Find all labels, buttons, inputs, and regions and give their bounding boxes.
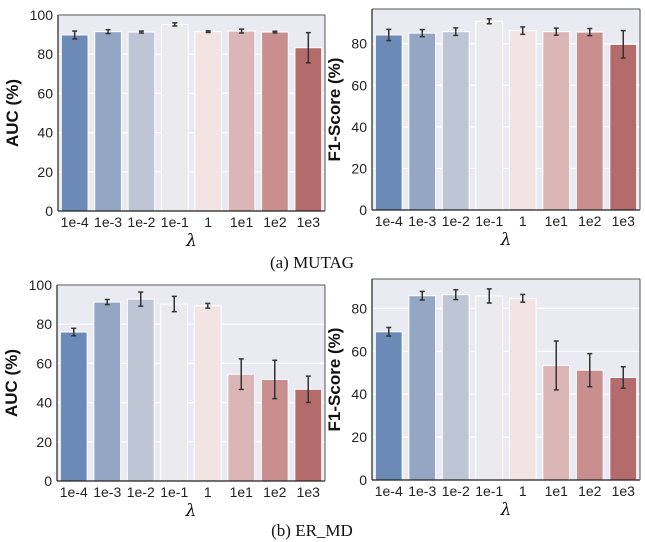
x-tick-label: 1e-1 [161, 214, 189, 230]
x-axis-label: λ [500, 500, 512, 520]
bar-1 [193, 305, 222, 482]
y-tick-label: 0 [359, 202, 367, 218]
x-tick-label: 1e-1 [160, 484, 188, 500]
panel-2: 0 20 40 60 80 100 1e-4 1e-3 1e-2 1e-1 1 1e1 1e2 1e3 λ A… [2, 277, 326, 521]
x-tick-label: 1e-4 [375, 483, 403, 499]
bar-1e-4 [60, 34, 89, 212]
y-tick-label: 20 [351, 429, 367, 445]
bar-1e-1 [160, 303, 189, 482]
y-tick-label: 0 [359, 472, 367, 488]
bar-1e3 [609, 43, 638, 211]
x-axis-label: λ [185, 501, 197, 521]
x-tick-label: 1e-3 [94, 214, 122, 230]
y-tick-label: 0 [45, 203, 53, 219]
x-axis-label: λ [185, 231, 197, 251]
y-tick-label: 80 [37, 46, 53, 62]
y-tick-label: 0 [44, 473, 52, 489]
bar-1e-3 [94, 31, 122, 212]
y-tick-label: 40 [351, 386, 367, 402]
x-tick-label: 1 [204, 214, 212, 230]
y-axis-label: F1-Score (%) [325, 58, 344, 162]
bar-1e-2 [441, 294, 470, 481]
y-tick-label: 100 [29, 277, 53, 293]
x-tick-label: 1 [204, 484, 212, 500]
x-tick-label: 1e3 [297, 214, 321, 230]
bar-1e2 [575, 369, 604, 481]
bar-1e-4 [374, 331, 403, 481]
y-tick-label: 20 [37, 164, 53, 180]
caption-b: (b) ER_MD [271, 521, 353, 540]
y-tick-label: 60 [36, 355, 52, 371]
bar-1e1 [542, 31, 571, 211]
x-tick-label: 1e3 [297, 484, 321, 500]
y-axis-label: AUC (%) [3, 79, 22, 147]
bar-1e3 [609, 376, 638, 481]
x-tick-label: 1e2 [578, 483, 602, 499]
x-tick-label: 1e1 [545, 213, 569, 229]
bar-1e-1 [160, 23, 189, 212]
bar-1e-3 [408, 295, 437, 481]
y-axis-label: AUC (%) [2, 349, 21, 417]
bar-1e1 [227, 373, 256, 482]
bar-1e-4 [374, 34, 403, 211]
y-tick-label: 60 [351, 343, 367, 359]
bar-1e3 [294, 388, 323, 482]
x-tick-label: 1e-3 [93, 484, 121, 500]
y-axis-label: F1-Score (%) [325, 328, 344, 432]
x-tick-label: 1e-3 [408, 213, 436, 229]
x-tick-label: 1e-4 [61, 214, 89, 230]
bar-1 [194, 31, 223, 212]
bar-1e-4 [59, 331, 88, 482]
y-tick-label: 80 [351, 300, 367, 316]
x-tick-label: 1e1 [545, 483, 569, 499]
bar-1e-2 [127, 31, 156, 212]
x-tick-label: 1e2 [263, 214, 287, 230]
x-tick-label: 1e3 [612, 213, 636, 229]
x-tick-label: 1e-1 [475, 213, 503, 229]
y-tick-label: 100 [30, 7, 54, 23]
x-tick-label: 1e-2 [127, 484, 155, 500]
x-tick-label: 1e-2 [442, 483, 470, 499]
y-tick-label: 40 [351, 119, 367, 135]
panel-0: 0 20 40 60 80 100 1e-4 1e-3 1e-2 1e-1 1 1e1 1e2 1e3 λ A… [3, 7, 326, 251]
bar-1e-2 [126, 298, 155, 482]
x-tick-label: 1e-2 [127, 214, 155, 230]
x-tick-label: 1 [519, 213, 527, 229]
bar-1e-3 [408, 32, 437, 211]
x-tick-label: 1e1 [230, 214, 254, 230]
x-tick-label: 1e-2 [442, 213, 470, 229]
x-tick-label: 1e1 [230, 484, 254, 500]
x-tick-label: 1e3 [612, 483, 636, 499]
x-tick-label: 1e-1 [475, 483, 503, 499]
x-tick-label: 1 [519, 483, 527, 499]
bar-1e2 [261, 31, 289, 212]
x-tick-label: 1e2 [263, 484, 287, 500]
y-tick-label: 40 [36, 395, 52, 411]
y-tick-label: 60 [37, 85, 53, 101]
bar-1e-1 [475, 20, 504, 211]
bar-1e-3 [93, 301, 122, 482]
bar-1e-1 [475, 295, 504, 481]
x-axis-label: λ [500, 230, 512, 250]
y-tick-label: 40 [37, 125, 53, 141]
bar-1e2 [575, 31, 604, 211]
y-tick-label: 20 [351, 160, 367, 176]
x-tick-label: 1e-4 [375, 213, 403, 229]
panel-1: 0 20 40 60 80 1e-4 1e-3 1e-2 1e-1 1 1e1 1e2 1e3 λ F1-S… [325, 8, 641, 250]
y-tick-label: 60 [351, 77, 367, 93]
x-tick-label: 1e2 [578, 213, 602, 229]
y-tick-label: 20 [36, 434, 52, 450]
bar-1 [508, 30, 537, 211]
x-tick-label: 1e-3 [408, 483, 436, 499]
panel-3: 0 20 40 60 80 1e-4 1e-3 1e-2 1e-1 1 1e1 1e2 1e3 λ F1-S… [325, 278, 641, 520]
bar-1e-2 [441, 31, 470, 211]
bar-1e1 [227, 30, 256, 212]
bar-1e3 [294, 47, 323, 212]
y-tick-label: 80 [351, 36, 367, 52]
y-tick-label: 80 [36, 316, 52, 332]
caption-a: (a) MUTAG [270, 253, 354, 272]
x-tick-label: 1e-4 [60, 484, 88, 500]
bar-1 [508, 297, 537, 481]
